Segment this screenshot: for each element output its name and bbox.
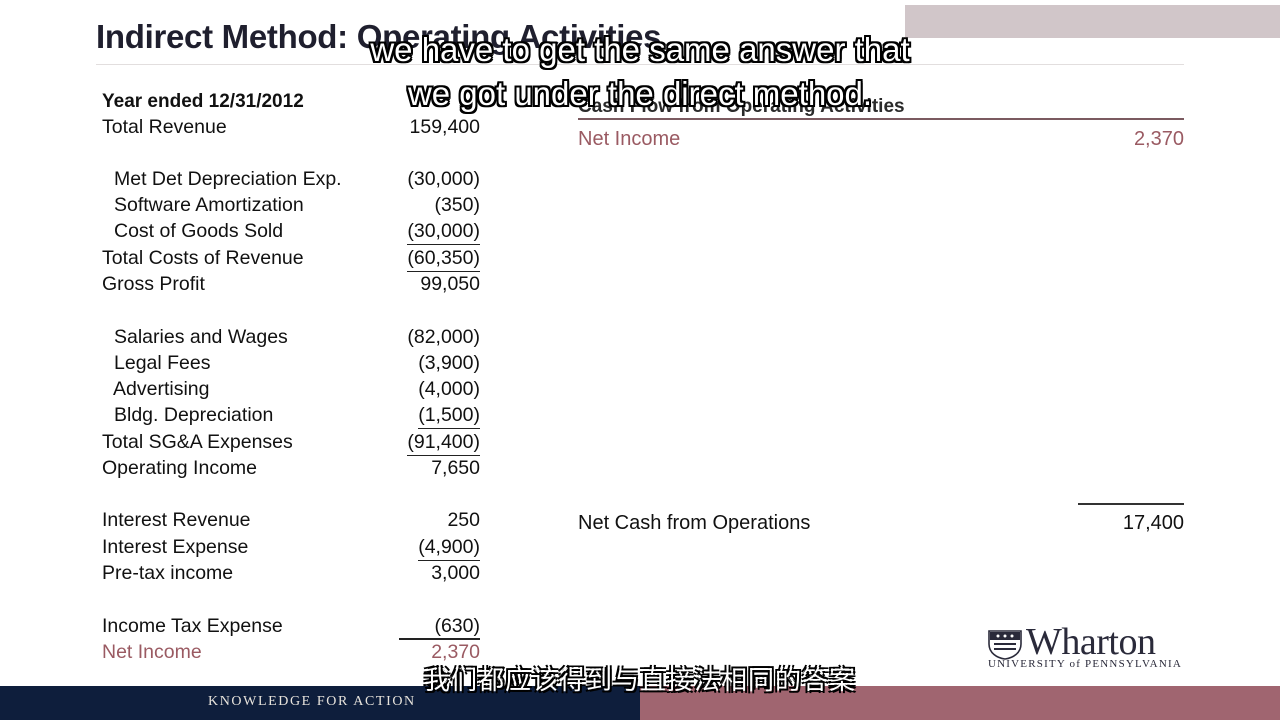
footer-tagline: KNOWLEDGE FOR ACTION [208, 694, 416, 709]
row-value: (60,350) [407, 247, 480, 272]
row-label: Gross Profit [102, 273, 205, 295]
row-pretax-income: Pre-tax income 3,000 [102, 562, 480, 588]
row-value: (91,400) [407, 431, 480, 456]
row-value: (4,000) [418, 378, 480, 400]
row-value: 3,000 [431, 562, 480, 584]
english-subtitle: we have to get the same answer that we g… [370, 31, 910, 112]
logo-university: UNIVERSITY of PENNSYLVANIA [988, 658, 1182, 670]
row-value: 250 [447, 509, 480, 531]
row-label: Salaries and Wages [114, 326, 288, 348]
cash-flow-heading-rule [578, 118, 1184, 120]
row-interest-expense: Interest Expense (4,900) [102, 536, 480, 562]
slide-title: Indirect Method: Operating Activities [96, 18, 662, 55]
row-total-costs-of-revenue: Total Costs of Revenue (60,350) [102, 247, 480, 273]
row-value: (1,500) [418, 404, 480, 429]
row-gross-profit: Gross Profit 99,050 [102, 273, 480, 299]
title-divider [96, 64, 1184, 65]
footer-navy-band [0, 686, 640, 720]
row-depreciation: Met Det Depreciation Exp. (30,000) [102, 168, 480, 194]
row-label: Cost of Goods Sold [114, 220, 284, 242]
row-value: (82,000) [407, 326, 480, 348]
row-label: Met Det Depreciation Exp. [114, 168, 342, 190]
row-advertising: Advertising (4,000) [102, 378, 480, 404]
cash-flow-heading: Cash Flow from Operating Activities [578, 96, 905, 117]
row-label: Total Revenue [102, 116, 227, 138]
cf-value: 2,370 [1133, 128, 1184, 150]
row-software-amortization: Software Amortization (350) [102, 194, 480, 220]
row-interest-revenue: Interest Revenue 250 [102, 509, 480, 535]
total-rule [1078, 503, 1184, 505]
row-label: Net Income [102, 641, 202, 663]
row-label: Interest Revenue [102, 509, 251, 531]
row-value: 7,650 [431, 457, 480, 479]
cf-value: 17,400 [1122, 512, 1184, 534]
row-label: Total SG&A Expenses [102, 431, 293, 453]
cash-flow-total: Net Cash from Operations 17,400 [578, 512, 1184, 538]
row-label: Interest Expense [102, 536, 249, 558]
row-value: (30,000) [407, 168, 480, 190]
row-label: Pre-tax income [102, 562, 234, 584]
row-total-sga: Total SG&A Expenses (91,400) [102, 431, 480, 457]
row-net-income: Net Income 2,370 [102, 641, 480, 667]
net-income-rule [399, 638, 480, 640]
row-value: 2,370 [431, 641, 480, 663]
row-label: Income Tax Expense [102, 615, 283, 637]
row-value: 99,050 [420, 273, 480, 295]
cash-flow-net-income: Net Income 2,370 [578, 128, 1184, 154]
row-legal-fees: Legal Fees (3,900) [102, 352, 480, 378]
row-value: 159,400 [409, 116, 481, 138]
row-value: (3,900) [418, 352, 480, 374]
row-value: (30,000) [407, 220, 480, 245]
row-value: (4,900) [418, 536, 480, 561]
row-operating-income: Operating Income 7,650 [102, 457, 480, 483]
chinese-subtitle: 我们都应该得到与直接法相同的答案 [423, 665, 856, 695]
top-decorative-bar [905, 5, 1280, 38]
row-label: Software Amortization [114, 194, 304, 216]
row-salaries: Salaries and Wages (82,000) [102, 326, 480, 352]
row-label: Advertising [113, 378, 210, 400]
footer-maroon-band [640, 686, 1280, 720]
wharton-logo: Wharton UNIVERSITY of PENNSYLVANIA [988, 621, 1192, 672]
row-income-tax-expense: Income Tax Expense (630) [102, 615, 480, 641]
logo-wordmark: Wharton [1026, 621, 1156, 663]
row-label: Bldg. Depreciation [114, 404, 274, 426]
row-value: (350) [434, 194, 480, 216]
row-bldg-depreciation: Bldg. Depreciation (1,500) [102, 404, 480, 430]
penn-shield-icon [988, 630, 1022, 660]
row-label: Total Costs of Revenue [102, 247, 304, 269]
row-cogs: Cost of Goods Sold (30,000) [102, 220, 480, 246]
cf-label: Net Income [578, 128, 681, 150]
row-total-revenue: Total Revenue 159,400 [102, 116, 480, 142]
income-statement-heading: Year ended 12/31/2012 [102, 91, 304, 112]
row-value: (630) [434, 615, 480, 637]
row-label: Legal Fees [114, 352, 211, 374]
cf-label: Net Cash from Operations [578, 512, 811, 534]
row-label: Operating Income [102, 457, 258, 479]
